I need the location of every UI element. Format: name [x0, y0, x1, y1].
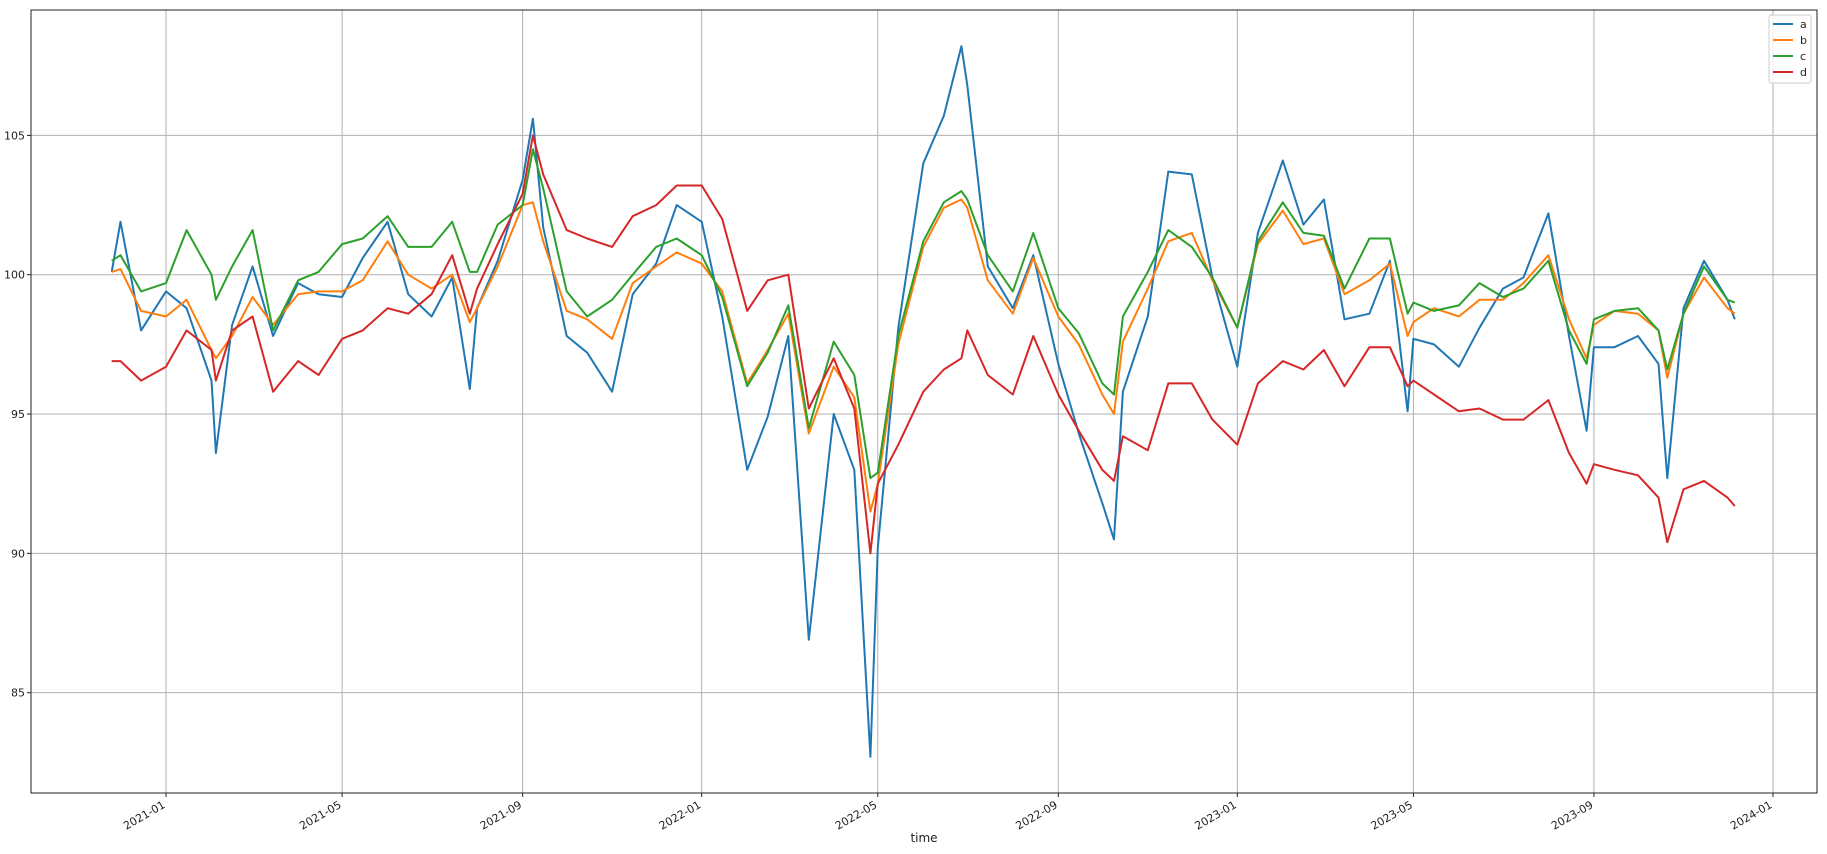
legend-label: a: [1800, 18, 1807, 31]
legend-item-a: a: [1773, 18, 1807, 31]
series-lines: [110, 45, 1736, 758]
y-tick-label: 105: [4, 129, 25, 142]
x-axis-label: time: [910, 831, 937, 845]
y-tick-label: 95: [11, 408, 25, 421]
grid: [31, 10, 1817, 793]
y-tick-label: 100: [4, 269, 25, 282]
legend-item-c: c: [1773, 50, 1806, 63]
series-line-c: [111, 148, 1736, 480]
legend-item-b: b: [1773, 34, 1807, 47]
series-line-a: [110, 45, 1736, 758]
legend-box: [1768, 14, 1812, 84]
legend-label: b: [1800, 34, 1807, 47]
series-line-d: [111, 134, 1736, 555]
series-line-b: [111, 198, 1736, 513]
legend-label: d: [1800, 66, 1807, 79]
legend-item-d: d: [1773, 66, 1807, 79]
y-axis: 85 90 95 100 105: [4, 129, 31, 700]
y-tick-label: 90: [11, 547, 25, 560]
y-tick-label: 85: [11, 687, 25, 700]
legend-label: c: [1800, 50, 1806, 63]
plot-frame: [30, 9, 1818, 794]
